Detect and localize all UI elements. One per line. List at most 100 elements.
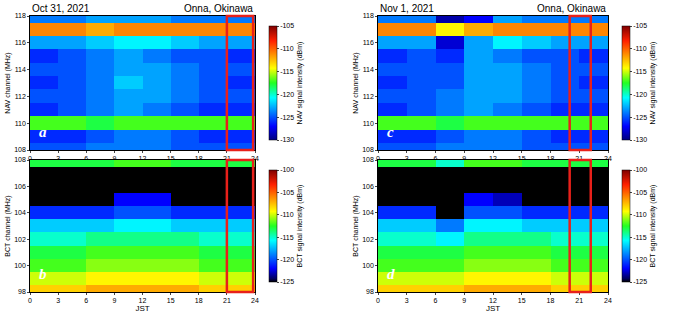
- svg-text:-115: -115: [633, 234, 647, 241]
- svg-text:102: 102: [362, 236, 374, 243]
- svg-text:110: 110: [363, 120, 374, 127]
- svg-text:112: 112: [15, 93, 26, 100]
- svg-text:-115: -115: [633, 68, 647, 75]
- svg-text:24: 24: [251, 155, 259, 162]
- svg-text:b: b: [39, 266, 47, 282]
- svg-text:-115: -115: [280, 68, 294, 75]
- svg-text:-120: -120: [633, 256, 647, 263]
- svg-text:NAV channel (MHz): NAV channel (MHz): [352, 52, 360, 113]
- svg-text:-110: -110: [280, 45, 294, 52]
- svg-text:Onna, Okinawa: Onna, Okinawa: [537, 3, 606, 14]
- svg-text:-120: -120: [280, 256, 294, 263]
- svg-text:9: 9: [112, 155, 116, 162]
- svg-text:112: 112: [363, 93, 374, 100]
- svg-text:-125: -125: [633, 278, 647, 285]
- svg-text:98: 98: [366, 288, 374, 295]
- svg-text:0: 0: [28, 155, 32, 162]
- svg-text:-100: -100: [280, 166, 294, 173]
- svg-text:-115: -115: [280, 234, 294, 241]
- svg-text:116: 116: [15, 39, 26, 46]
- svg-text:-125: -125: [633, 114, 647, 121]
- svg-text:-120: -120: [280, 91, 294, 98]
- svg-text:110: 110: [15, 120, 26, 127]
- svg-text:106: 106: [362, 183, 374, 190]
- svg-text:-110: -110: [633, 211, 647, 218]
- svg-text:24: 24: [251, 297, 259, 304]
- svg-text:18: 18: [547, 297, 555, 304]
- svg-text:15: 15: [167, 297, 175, 304]
- svg-text:6: 6: [84, 297, 88, 304]
- svg-text:-130: -130: [280, 136, 294, 143]
- svg-text:c: c: [387, 124, 394, 140]
- svg-text:Oct 31, 2021: Oct 31, 2021: [32, 3, 90, 14]
- svg-text:12: 12: [489, 297, 497, 304]
- svg-text:108: 108: [362, 156, 374, 163]
- svg-text:98: 98: [18, 288, 26, 295]
- svg-text:108: 108: [14, 146, 26, 153]
- svg-text:21: 21: [575, 155, 583, 162]
- svg-text:118: 118: [363, 12, 374, 19]
- svg-text:104: 104: [362, 209, 374, 216]
- svg-text:12: 12: [489, 155, 497, 162]
- svg-text:9: 9: [112, 297, 116, 304]
- svg-text:3: 3: [56, 155, 60, 162]
- svg-text:114: 114: [15, 66, 26, 73]
- svg-text:102: 102: [14, 236, 26, 243]
- svg-text:BCT channel (MHz): BCT channel (MHz): [4, 195, 12, 256]
- svg-text:-105: -105: [633, 189, 647, 196]
- svg-text:15: 15: [167, 155, 175, 162]
- svg-text:3: 3: [56, 297, 60, 304]
- svg-text:108: 108: [14, 156, 26, 163]
- svg-text:-110: -110: [280, 211, 294, 218]
- svg-text:-125: -125: [280, 278, 294, 285]
- svg-text:6: 6: [434, 297, 438, 304]
- svg-text:24: 24: [604, 155, 612, 162]
- svg-text:100: 100: [362, 262, 374, 269]
- svg-text:Onna, Okinawa: Onna, Okinawa: [184, 3, 253, 14]
- svg-text:NAV signal intensity (dBm): NAV signal intensity (dBm): [649, 42, 657, 125]
- svg-text:24: 24: [604, 297, 612, 304]
- svg-text:-125: -125: [280, 114, 294, 121]
- svg-text:Nov 1, 2021: Nov 1, 2021: [380, 3, 434, 14]
- svg-text:3: 3: [405, 155, 409, 162]
- svg-text:6: 6: [434, 155, 438, 162]
- svg-text:15: 15: [518, 155, 526, 162]
- svg-text:118: 118: [15, 12, 26, 19]
- svg-text:106: 106: [14, 183, 26, 190]
- svg-text:-120: -120: [633, 91, 647, 98]
- svg-text:15: 15: [518, 297, 526, 304]
- svg-text:NAV signal intensity (dBm): NAV signal intensity (dBm): [296, 42, 304, 125]
- svg-text:a: a: [39, 124, 47, 140]
- svg-text:-100: -100: [633, 166, 647, 173]
- svg-text:12: 12: [139, 297, 147, 304]
- svg-text:9: 9: [462, 297, 466, 304]
- svg-text:0: 0: [376, 297, 380, 304]
- svg-text:6: 6: [84, 155, 88, 162]
- svg-text:JST: JST: [135, 304, 149, 313]
- svg-text:-105: -105: [633, 22, 647, 29]
- svg-text:JST: JST: [486, 304, 500, 313]
- svg-text:d: d: [387, 266, 395, 282]
- svg-text:NAV channel (MHz): NAV channel (MHz): [4, 52, 12, 113]
- svg-text:21: 21: [223, 297, 231, 304]
- svg-text:BCT channel (MHz): BCT channel (MHz): [352, 195, 360, 256]
- svg-text:-110: -110: [633, 45, 647, 52]
- svg-text:116: 116: [363, 39, 374, 46]
- svg-text:104: 104: [14, 209, 26, 216]
- svg-text:12: 12: [139, 155, 147, 162]
- svg-text:21: 21: [223, 155, 231, 162]
- svg-text:0: 0: [376, 155, 380, 162]
- svg-text:0: 0: [28, 297, 32, 304]
- svg-text:-105: -105: [280, 22, 294, 29]
- svg-text:BCT signal intensity (dBm): BCT signal intensity (dBm): [296, 185, 304, 268]
- svg-text:9: 9: [462, 155, 466, 162]
- svg-text:108: 108: [362, 146, 374, 153]
- svg-text:114: 114: [363, 66, 374, 73]
- svg-text:BCT signal intensity (dBm): BCT signal intensity (dBm): [649, 185, 657, 268]
- svg-text:100: 100: [14, 262, 26, 269]
- svg-text:18: 18: [195, 155, 203, 162]
- svg-text:21: 21: [575, 297, 583, 304]
- svg-text:18: 18: [195, 297, 203, 304]
- svg-text:18: 18: [547, 155, 555, 162]
- svg-text:-130: -130: [633, 136, 647, 143]
